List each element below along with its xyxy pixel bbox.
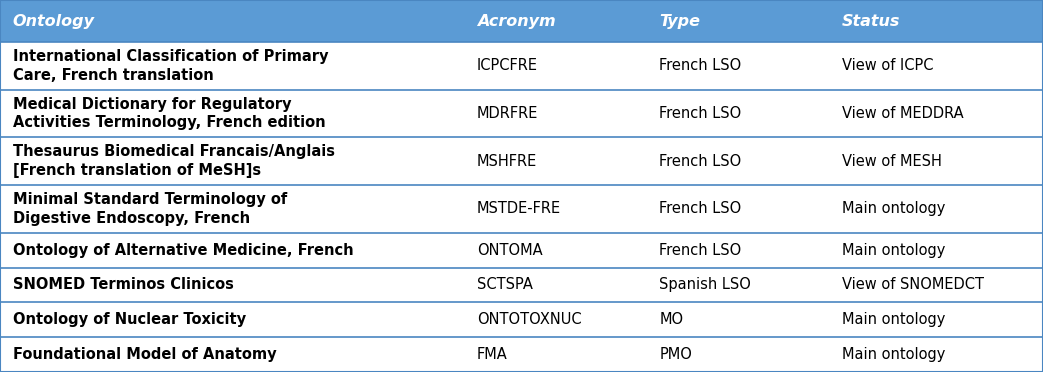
Bar <box>0 90 1043 137</box>
Text: PMO: PMO <box>659 347 693 362</box>
Text: SCTSPA: SCTSPA <box>477 278 533 292</box>
Text: Status: Status <box>842 13 900 29</box>
Text: Main ontology: Main ontology <box>842 201 945 217</box>
Bar <box>0 137 1043 185</box>
Text: French LSO: French LSO <box>659 58 742 74</box>
Text: SNOMED Terminos Clinicos: SNOMED Terminos Clinicos <box>13 278 234 292</box>
Text: Medical Dictionary for Regulatory
Activities Terminology, French edition: Medical Dictionary for Regulatory Activi… <box>13 97 325 131</box>
Text: Main ontology: Main ontology <box>842 347 945 362</box>
Text: Spanish LSO: Spanish LSO <box>659 278 751 292</box>
Text: Ontology: Ontology <box>13 13 95 29</box>
Text: International Classification of Primary
Care, French translation: International Classification of Primary … <box>13 49 328 83</box>
Bar <box>0 185 1043 233</box>
Text: French LSO: French LSO <box>659 106 742 121</box>
Text: ONTOTOXNUC: ONTOTOXNUC <box>477 312 581 327</box>
Text: View of MESH: View of MESH <box>842 154 942 169</box>
Text: MSTDE-FRE: MSTDE-FRE <box>477 201 561 217</box>
Text: ICPCFRE: ICPCFRE <box>477 58 537 74</box>
Text: Acronym: Acronym <box>477 13 555 29</box>
Text: View of MEDDRA: View of MEDDRA <box>842 106 964 121</box>
Text: ONTOMA: ONTOMA <box>477 243 542 258</box>
Bar <box>0 0 1043 42</box>
Text: MSHFRE: MSHFRE <box>477 154 537 169</box>
Text: Foundational Model of Anatomy: Foundational Model of Anatomy <box>13 347 276 362</box>
Text: Main ontology: Main ontology <box>842 312 945 327</box>
Text: French LSO: French LSO <box>659 243 742 258</box>
Text: Ontology of Alternative Medicine, French: Ontology of Alternative Medicine, French <box>13 243 354 258</box>
Text: FMA: FMA <box>477 347 507 362</box>
Text: Minimal Standard Terminology of
Digestive Endoscopy, French: Minimal Standard Terminology of Digestiv… <box>13 192 287 226</box>
Text: Thesaurus Biomedical Francais/Anglais
[French translation of MeSH]s: Thesaurus Biomedical Francais/Anglais [F… <box>13 144 335 178</box>
Text: Ontology of Nuclear Toxicity: Ontology of Nuclear Toxicity <box>13 312 246 327</box>
Text: View of ICPC: View of ICPC <box>842 58 933 74</box>
Bar <box>0 337 1043 372</box>
Bar <box>0 267 1043 302</box>
Text: Main ontology: Main ontology <box>842 243 945 258</box>
Bar <box>0 302 1043 337</box>
Text: Type: Type <box>659 13 700 29</box>
Bar <box>0 42 1043 90</box>
Text: MO: MO <box>659 312 683 327</box>
Text: French LSO: French LSO <box>659 154 742 169</box>
Text: MDRFRE: MDRFRE <box>477 106 538 121</box>
Bar <box>0 233 1043 267</box>
Text: View of SNOMEDCT: View of SNOMEDCT <box>842 278 984 292</box>
Text: French LSO: French LSO <box>659 201 742 217</box>
